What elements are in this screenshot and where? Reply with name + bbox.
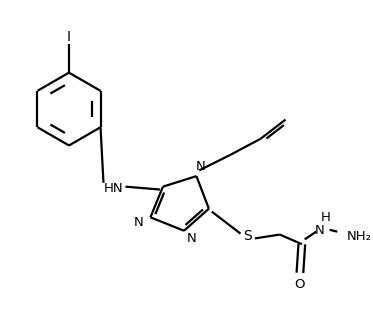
Text: I: I bbox=[67, 30, 71, 44]
Text: N: N bbox=[315, 224, 325, 237]
Text: H: H bbox=[321, 211, 331, 224]
Text: N: N bbox=[195, 160, 205, 173]
Text: S: S bbox=[243, 230, 251, 243]
Text: NH₂: NH₂ bbox=[347, 230, 372, 243]
Text: N: N bbox=[134, 216, 144, 229]
Text: O: O bbox=[295, 278, 305, 291]
Text: HN: HN bbox=[103, 182, 123, 195]
Text: N: N bbox=[187, 232, 197, 245]
